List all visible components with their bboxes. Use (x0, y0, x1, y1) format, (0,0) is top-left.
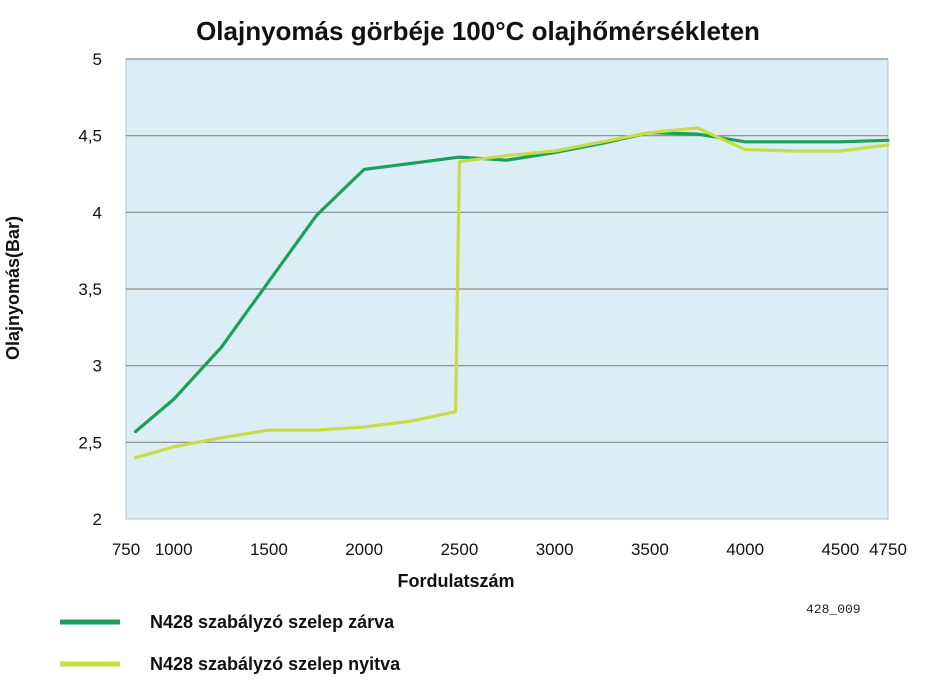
y-tick-label: 4,5 (78, 127, 102, 146)
chart-title: Olajnyomás görbéje 100°C olajhőmérséklet… (196, 16, 760, 46)
x-tick-label: 3500 (631, 540, 669, 559)
y-tick-label: 5 (93, 50, 102, 69)
x-tick-label: 750 (112, 540, 140, 559)
grid-lines (126, 58, 888, 443)
plot-area (125, 58, 890, 520)
y-axis-label: Olajnyomás(Bar) (3, 216, 23, 360)
x-tick-label: 4750 (869, 540, 907, 559)
y-tick-label: 3 (93, 357, 102, 376)
y-tick-label: 2 (93, 510, 102, 529)
x-tick-label: 1000 (155, 540, 193, 559)
x-tick-label: 4000 (726, 540, 764, 559)
x-tick-label: 2500 (440, 540, 478, 559)
x-tick-label: 4500 (821, 540, 859, 559)
y-tick-label: 2,5 (78, 433, 102, 452)
x-tick-label: 2000 (345, 540, 383, 559)
x-tick-label: 1500 (250, 540, 288, 559)
legend-label-2: N428 szabályzó szelep nyitva (150, 654, 401, 674)
legend: N428 szabályzó szelep zárva N428 szabályz… (60, 612, 401, 674)
y-axis-ticks: 2 2,5 3 3,5 4 4,5 5 (78, 50, 102, 529)
figure-code: 428_009 (806, 602, 861, 617)
x-axis-ticks: 750 1000 1500 2000 2500 3000 3500 4000 4500 4750 (112, 540, 907, 559)
x-axis-label: Fordulatszám (397, 571, 514, 591)
x-tick-label: 3000 (536, 540, 574, 559)
series-line-2 (133, 126, 890, 460)
series-line-1 (133, 131, 890, 434)
y-tick-label: 3,5 (78, 280, 102, 299)
series-lines (133, 126, 890, 460)
legend-label-1: N428 szabályzó szelep zárva (150, 612, 395, 632)
y-tick-label: 4 (93, 203, 102, 222)
